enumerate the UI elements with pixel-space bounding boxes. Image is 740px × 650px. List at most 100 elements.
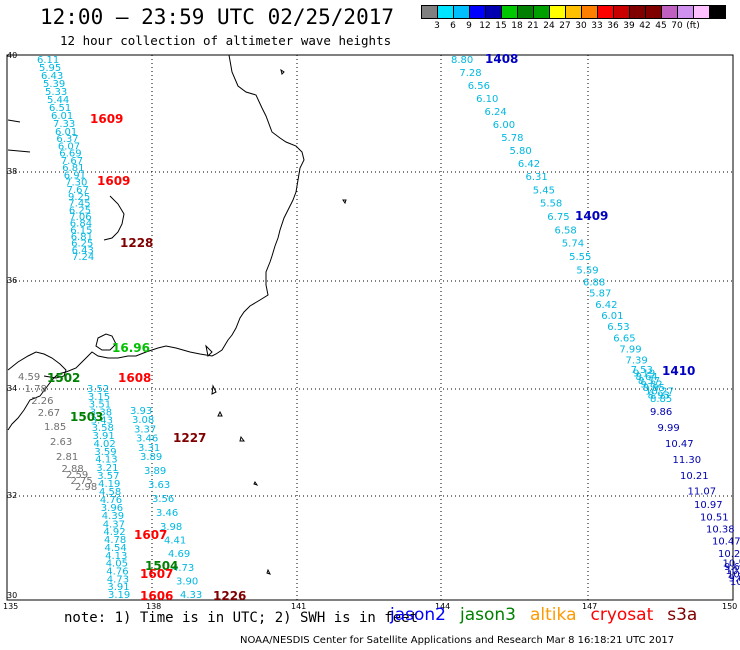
wave-height-south-gray: 2.59 (66, 470, 88, 481)
wave-height-east-navy: 10.13 (727, 570, 740, 581)
wave-height-south-a: 4.73 (107, 574, 129, 585)
wave-height-south-gray: 2.67 (38, 408, 60, 419)
wave-height-south-b: 3.46 (136, 434, 158, 445)
scale-label: (ft) (686, 21, 700, 31)
wave-height-east: 5.58 (540, 199, 562, 210)
wave-height-south-a: 4.37 (103, 519, 125, 530)
pass-time-label: 1607 (140, 567, 173, 581)
page-subtitle: 12 hour collection of altimeter wave hei… (60, 33, 392, 48)
pass-time-label: 1228 (120, 236, 153, 250)
wave-height-east-navy: 11.30 (673, 455, 702, 466)
wave-height-east: 6.65 (613, 333, 635, 344)
wave-height-west: 7.30 (65, 178, 87, 189)
wave-height-east: 10.27 (645, 387, 674, 398)
wave-height-south-a: 4.13 (95, 455, 117, 466)
pass-time-label: 1410 (662, 364, 695, 378)
wave-height-east-navy: 10 (730, 577, 740, 588)
wave-height-east-navy: 11.07 (688, 487, 717, 498)
lon-label-150: 150 (722, 602, 738, 611)
wave-height-south-b: 3.08 (132, 415, 154, 426)
wave-height-east: 6.56 (468, 81, 490, 92)
wave-height-south-a: 4.58 (99, 487, 121, 498)
wave-height-east-navy: 10.14 (726, 566, 740, 577)
track-west-labels: 6.115.956.435.395.335.446.516.017.336.01… (37, 55, 94, 263)
wave-height-east: 5.55 (569, 252, 591, 263)
wave-height-south-a: 3.59 (94, 447, 116, 458)
wave-height-west: 6.43 (41, 71, 63, 82)
wave-height-south-a: 4.76 (106, 567, 128, 578)
wave-height-south-a: 3.43 (91, 415, 113, 426)
lat-label-32: 32 (7, 491, 18, 500)
wave-height-south-a: 4.92 (103, 527, 125, 538)
wave-height-west: 9.25 (68, 192, 90, 203)
wave-height-east: 8.80 (451, 55, 473, 66)
pass-time-labels: 1609 1609 1228 1408 1409 1410 1502 1503 16.96 160… (47, 52, 695, 603)
wave-height-west: 6.15 (70, 225, 92, 236)
wave-height-west: 6.51 (49, 103, 71, 114)
wave-height-east: 7.39 (626, 356, 648, 367)
scale-label: 24 (543, 21, 555, 31)
wave-height-east: 5.78 (501, 133, 523, 144)
wave-height-south-a: 4.54 (105, 543, 127, 554)
wave-height-south-a: 3.58 (92, 423, 114, 434)
wave-height-east-navy: 10.58 (723, 558, 740, 569)
wave-height-west: 6.37 (56, 134, 78, 145)
lat-label-30: 30 (7, 591, 18, 600)
legend-s3a: s3a (667, 605, 698, 625)
wave-height-east: 8.64 (636, 372, 658, 383)
scale-label: 27 (559, 21, 571, 31)
wave-height-south-b: 3.93 (130, 406, 152, 417)
scale-swatch-18 (709, 5, 726, 19)
wave-height-south-b: 3.37 (134, 424, 156, 435)
wave-height-south-a: 3.57 (97, 471, 119, 482)
wave-height-west: 6.11 (37, 55, 59, 66)
wave-height-west: 7.67 (61, 156, 83, 167)
wave-height-east: 8.85 (650, 394, 672, 405)
wave-height-east: 6.53 (607, 322, 629, 333)
wave-height-east-navy: 9.6 (729, 573, 740, 584)
lon-label-144: 144 (435, 602, 451, 611)
scale-label: 45 (655, 21, 667, 31)
pass-time-label: 1607 (134, 528, 167, 542)
credit-line: NOAA/NESDIS Center for Satellite Applica… (240, 635, 675, 646)
scale-label: 70 (671, 21, 683, 31)
pass-time-label: 1408 (485, 52, 518, 66)
pass-time-label: 1609 (90, 112, 123, 126)
scale-label: 3 (434, 21, 440, 31)
wave-height-south-b: 3.46 (156, 508, 178, 519)
wave-height-west: 7.67 (67, 185, 89, 196)
wave-height-south-a: 3.91 (107, 582, 129, 593)
lon-label-141: 141 (291, 602, 307, 611)
wave-height-south-a: 4.13 (105, 551, 127, 562)
scale-label: 42 (639, 21, 651, 31)
page-title: 12:00 — 23:59 UTC 02/25/2017 (40, 5, 395, 29)
pass-time-label: 1504 (145, 559, 178, 573)
lat-label-34: 34 (7, 384, 18, 393)
wave-height-east: 6.42 (518, 159, 540, 170)
wave-height-east: 5.80 (510, 146, 532, 157)
wave-height-west: 7.33 (53, 119, 75, 130)
wave-height-south-b: 3.89 (140, 452, 162, 463)
wave-height-south-a: 4.76 (100, 495, 122, 506)
wave-height-south-a: 3.38 (90, 408, 112, 419)
wave-height-east: 8.85 (643, 383, 665, 394)
wave-height-south-a: 3.21 (96, 463, 118, 474)
wave-height-west: 6.01 (55, 127, 77, 138)
wave-height-east: 6.88 (583, 278, 605, 289)
footnote: note: 1) Time is in UTC; 2) SWH is in fe… (64, 610, 419, 626)
wave-height-east-navy: 10.47 (665, 439, 694, 450)
wave-height-south-a: 3.51 (89, 400, 111, 411)
wave-height-east: 7.99 (619, 345, 641, 356)
wave-height-west: 6.25 (71, 239, 93, 250)
wave-height-south-a: 4.39 (102, 511, 124, 522)
wave-height-south-gray: 2.75 (71, 476, 93, 487)
wave-height-south-b: 3.31 (138, 443, 160, 454)
wave-height-east-navy: 9.86 (650, 407, 672, 418)
legend-cryosat: cryosat (590, 605, 654, 625)
track-east-cyan-labels: 8.80 7.28 6.56 6.10 6.24 6.00 5.78 5.80 6.42 6.31… (451, 55, 674, 405)
pass-time-label: 1227 (173, 431, 206, 445)
wave-height-south-b: 3.98 (160, 522, 182, 533)
scale-label: 18 (511, 21, 523, 31)
